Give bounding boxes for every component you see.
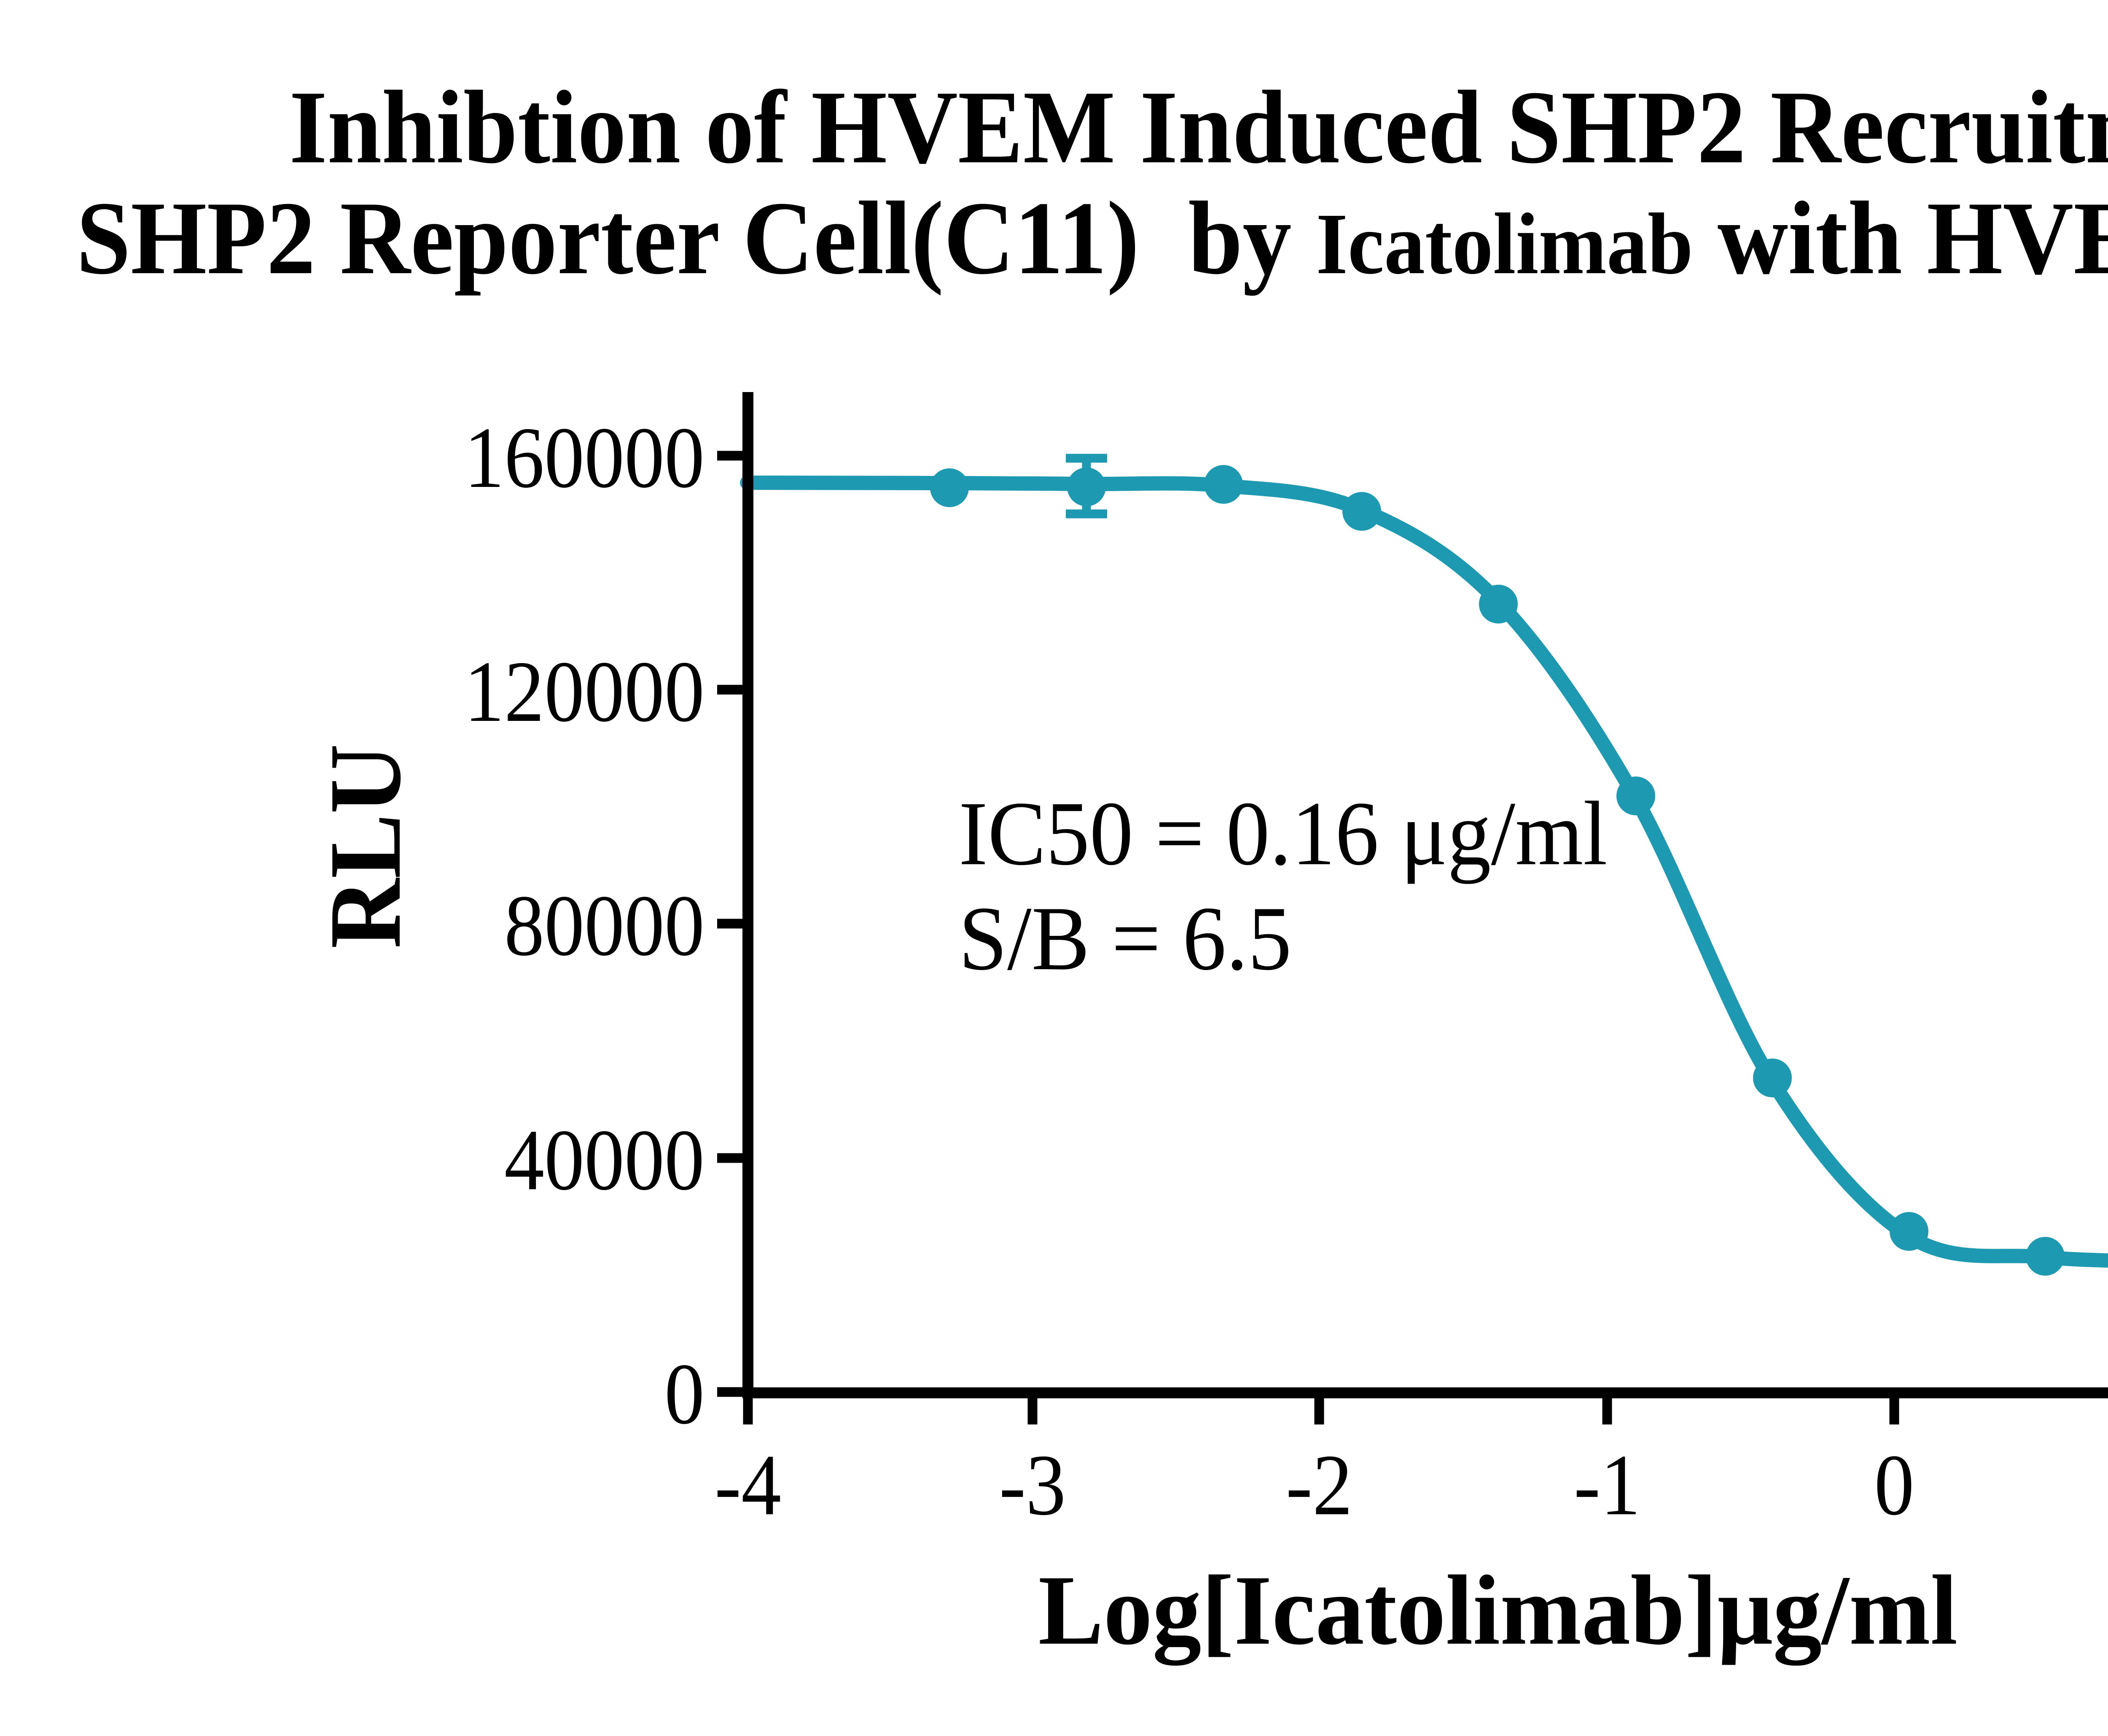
svg-text:40000: 40000 bbox=[504, 1112, 704, 1208]
svg-text:-1: -1 bbox=[1574, 1437, 1640, 1533]
svg-text:Inhibtion of HVEM Induced SHP2: Inhibtion of HVEM Induced SHP2 Recruitme… bbox=[289, 69, 2108, 185]
svg-text:80000: 80000 bbox=[504, 877, 704, 974]
svg-text:S/B = 6.5: S/B = 6.5 bbox=[959, 887, 1292, 989]
svg-text:120000: 120000 bbox=[464, 643, 704, 740]
svg-text:-3: -3 bbox=[999, 1437, 1066, 1533]
svg-text:-4: -4 bbox=[715, 1437, 781, 1533]
svg-text:160000: 160000 bbox=[464, 409, 704, 506]
svg-text:SHP2 Reporter Cell(C11) by Ic: SHP2 Reporter Cell(C11) by Icatolimab wi… bbox=[76, 180, 2108, 296]
svg-text:IC50 = 0.16 μg/ml: IC50 = 0.16 μg/ml bbox=[959, 782, 1608, 884]
svg-text:Log[Icatolimab]μg/ml: Log[Icatolimab]μg/ml bbox=[1038, 1555, 1958, 1666]
svg-text:0: 0 bbox=[1874, 1437, 1914, 1533]
svg-text:0: 0 bbox=[664, 1345, 704, 1442]
svg-text:RLU: RLU bbox=[309, 744, 422, 949]
svg-text:-2: -2 bbox=[1286, 1437, 1352, 1533]
